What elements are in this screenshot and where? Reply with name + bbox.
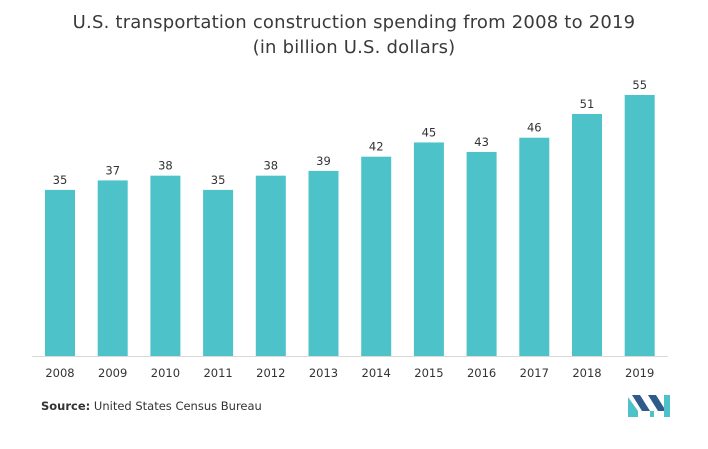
data-label-2013: 39 [316,154,331,168]
chart-subtitle: (in billion U.S. dollars) [252,37,456,58]
x-tick-label-2010: 2010 [151,366,180,380]
bar-2017 [519,137,550,356]
bar-2009 [97,180,128,356]
bar-2008 [45,189,75,356]
bar-2011 [203,189,234,356]
bar-2018 [572,113,602,357]
data-label-2016: 43 [474,135,489,149]
mordor-intelligence-logo-icon [628,395,670,417]
x-tick-label-2009: 2009 [98,366,127,380]
data-label-2015: 45 [422,125,437,139]
source-note: Source: United States Census Bureau [41,399,262,413]
x-tick-label-2017: 2017 [520,366,549,380]
chart-title: U.S. transportation construction spendin… [0,10,708,60]
data-label-2012: 38 [263,159,278,173]
data-label-2010: 38 [158,159,173,173]
x-tick-label-2018: 2018 [572,366,601,380]
bar-2012 [255,175,286,356]
x-tick-label-2014: 2014 [362,366,391,380]
bar-2019 [624,95,655,356]
x-tick-label-2013: 2013 [309,366,338,380]
data-label-2019: 55 [632,78,647,92]
data-label-2014: 42 [369,140,384,154]
source-label: Source: [41,399,91,413]
x-tick-label-2011: 2011 [203,366,232,380]
x-tick-label-2008: 2008 [45,366,74,380]
data-label-2009: 37 [105,163,120,177]
data-label-2017: 46 [527,121,542,135]
bar-2010 [150,175,181,356]
data-label-2018: 51 [580,97,595,111]
data-label-2008: 35 [53,173,68,187]
bar-2013 [308,170,339,356]
source-text: United States Census Bureau [93,399,262,413]
x-tick-label-2012: 2012 [256,366,285,380]
data-label-2011: 35 [211,173,226,187]
x-tick-label-2019: 2019 [625,366,654,380]
bar-2014 [361,156,392,356]
x-tick-label-2015: 2015 [414,366,443,380]
bar-2015 [413,142,444,356]
chart-title-line: U.S. transportation construction spendin… [72,12,636,33]
bar-2016 [466,151,497,356]
x-tick-label-2016: 2016 [467,366,496,380]
